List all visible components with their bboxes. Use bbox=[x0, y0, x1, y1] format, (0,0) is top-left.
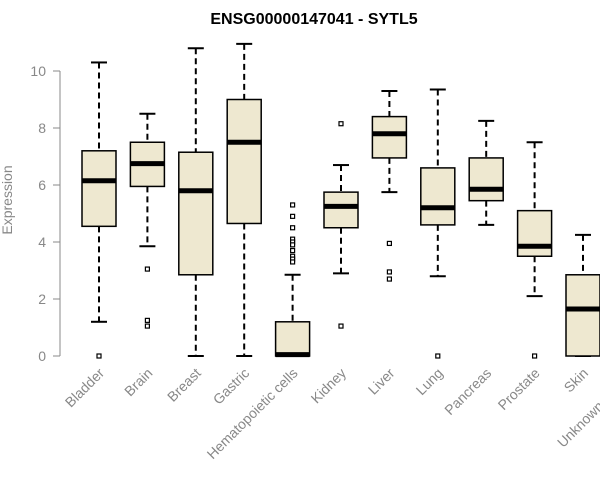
box-group bbox=[565, 233, 600, 357]
y-tick-label: 6 bbox=[38, 177, 46, 193]
x-tick-label: Gastric bbox=[210, 365, 253, 408]
x-tick-label: Breast bbox=[164, 365, 204, 405]
outlier-point bbox=[386, 269, 392, 275]
box-group bbox=[420, 88, 456, 359]
box bbox=[226, 98, 262, 225]
box bbox=[274, 321, 311, 357]
outlier-point bbox=[338, 323, 344, 329]
outlier-point bbox=[290, 213, 296, 219]
box-group bbox=[516, 141, 553, 359]
x-tick-label: Skin bbox=[561, 365, 592, 396]
x-tick-label: Kidney bbox=[308, 365, 350, 407]
outlier-point bbox=[290, 202, 296, 208]
box bbox=[565, 274, 600, 357]
x-tick-label: Prostate bbox=[495, 365, 543, 413]
outlier-point bbox=[290, 259, 296, 265]
outlier-point bbox=[338, 121, 344, 127]
box-group bbox=[274, 202, 311, 358]
x-tick-label: Liver bbox=[365, 365, 398, 398]
box-group bbox=[178, 47, 214, 357]
box bbox=[420, 167, 456, 226]
outlier-point bbox=[290, 247, 296, 254]
box bbox=[516, 209, 553, 257]
chart-title: ENSG00000147041 - SYTL5 bbox=[210, 11, 417, 28]
outlier-point bbox=[144, 323, 150, 329]
outlier-point bbox=[144, 317, 150, 323]
outlier-point bbox=[96, 353, 102, 359]
x-tick-label: Lung bbox=[413, 365, 446, 398]
x-tick-label: Brain bbox=[121, 365, 155, 399]
box-group bbox=[81, 61, 117, 359]
outlier-point bbox=[290, 242, 296, 248]
outlier-point bbox=[531, 353, 538, 359]
box-group bbox=[129, 112, 166, 329]
y-tick-label: 10 bbox=[30, 63, 46, 79]
x-tick-label: Pancreas bbox=[441, 365, 494, 418]
box bbox=[371, 115, 408, 159]
outlier-point bbox=[386, 276, 392, 282]
y-tick-label: 8 bbox=[38, 120, 46, 136]
y-axis-label: Expression bbox=[0, 165, 15, 234]
outlier-point bbox=[386, 240, 392, 247]
box-group bbox=[371, 89, 408, 282]
y-axis: 0 2 4 6 8 10 bbox=[30, 63, 61, 364]
y-tick-label: 2 bbox=[38, 291, 46, 307]
box bbox=[81, 150, 117, 228]
boxplot-series bbox=[81, 42, 600, 359]
x-tick-label: Bladder bbox=[62, 365, 108, 411]
outlier-point bbox=[435, 353, 441, 359]
box-group bbox=[468, 119, 504, 226]
y-tick-label: 4 bbox=[38, 234, 46, 250]
box-group bbox=[226, 42, 262, 357]
outlier-point bbox=[144, 266, 150, 272]
box bbox=[323, 191, 359, 229]
y-tick-label: 0 bbox=[38, 348, 46, 364]
box-group bbox=[323, 121, 359, 329]
box bbox=[178, 151, 214, 276]
box bbox=[468, 157, 504, 202]
x-tick-label: Hematopoietic cells bbox=[204, 365, 301, 462]
outlier-point bbox=[290, 225, 296, 231]
